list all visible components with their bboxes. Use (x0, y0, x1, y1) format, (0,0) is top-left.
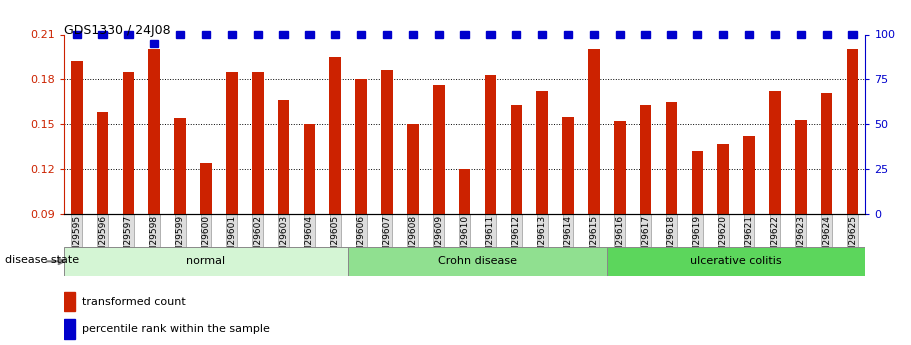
Bar (409, 31, 417, 38)
Bar (71, 61, 83, 214)
Bar (381, 70, 393, 214)
Bar (332, 31, 340, 38)
Bar (771, 31, 779, 38)
Bar (745, 31, 753, 38)
Bar (64, 247, 348, 276)
Text: normal: normal (187, 256, 226, 266)
Bar (743, 136, 755, 214)
Bar (538, 31, 547, 38)
Bar (589, 49, 599, 214)
Bar (459, 169, 470, 214)
Bar (435, 31, 443, 38)
Bar (253, 31, 261, 38)
Bar (348, 247, 607, 276)
Bar (305, 31, 313, 38)
Bar (796, 31, 805, 38)
Bar (616, 31, 624, 38)
Bar (769, 91, 781, 214)
Bar (846, 49, 858, 214)
Bar (355, 79, 367, 214)
Bar (148, 49, 160, 214)
Bar (97, 112, 108, 214)
Bar (226, 72, 238, 214)
Bar (64, 292, 75, 311)
Bar (640, 105, 651, 214)
Bar (821, 93, 833, 214)
Bar (607, 247, 865, 276)
Bar (150, 40, 159, 47)
Bar (537, 91, 548, 214)
Bar (98, 31, 107, 38)
Bar (614, 121, 626, 214)
Bar (719, 31, 727, 38)
Text: disease state: disease state (5, 256, 78, 265)
Bar (330, 57, 341, 214)
Bar (564, 31, 572, 38)
Bar (252, 72, 263, 214)
Bar (64, 319, 75, 339)
Bar (666, 102, 677, 214)
Text: GDS1330 / 24J08: GDS1330 / 24J08 (64, 24, 170, 37)
Bar (278, 100, 290, 214)
Bar (641, 31, 650, 38)
Bar (174, 118, 186, 214)
Text: Crohn disease: Crohn disease (438, 256, 517, 266)
Bar (691, 151, 703, 214)
Bar (823, 31, 831, 38)
Bar (123, 72, 134, 214)
Bar (407, 124, 419, 214)
Bar (176, 31, 184, 38)
Bar (717, 144, 729, 214)
Bar (668, 31, 676, 38)
Bar (433, 85, 445, 214)
Text: ulcerative colitis: ulcerative colitis (691, 256, 782, 266)
Bar (73, 31, 81, 38)
Bar (202, 31, 210, 38)
Text: transformed count: transformed count (82, 297, 186, 307)
Bar (848, 31, 856, 38)
Bar (460, 31, 469, 38)
Bar (303, 124, 315, 214)
Text: percentile rank within the sample: percentile rank within the sample (82, 324, 270, 334)
Bar (383, 31, 391, 38)
Bar (589, 31, 598, 38)
Bar (200, 163, 212, 214)
Bar (486, 31, 495, 38)
Bar (693, 31, 701, 38)
Bar (124, 31, 133, 38)
Bar (485, 75, 496, 214)
Bar (795, 120, 806, 214)
Bar (228, 31, 236, 38)
Bar (357, 31, 365, 38)
Bar (512, 31, 520, 38)
Bar (280, 31, 288, 38)
Bar (562, 117, 574, 214)
Bar (510, 105, 522, 214)
